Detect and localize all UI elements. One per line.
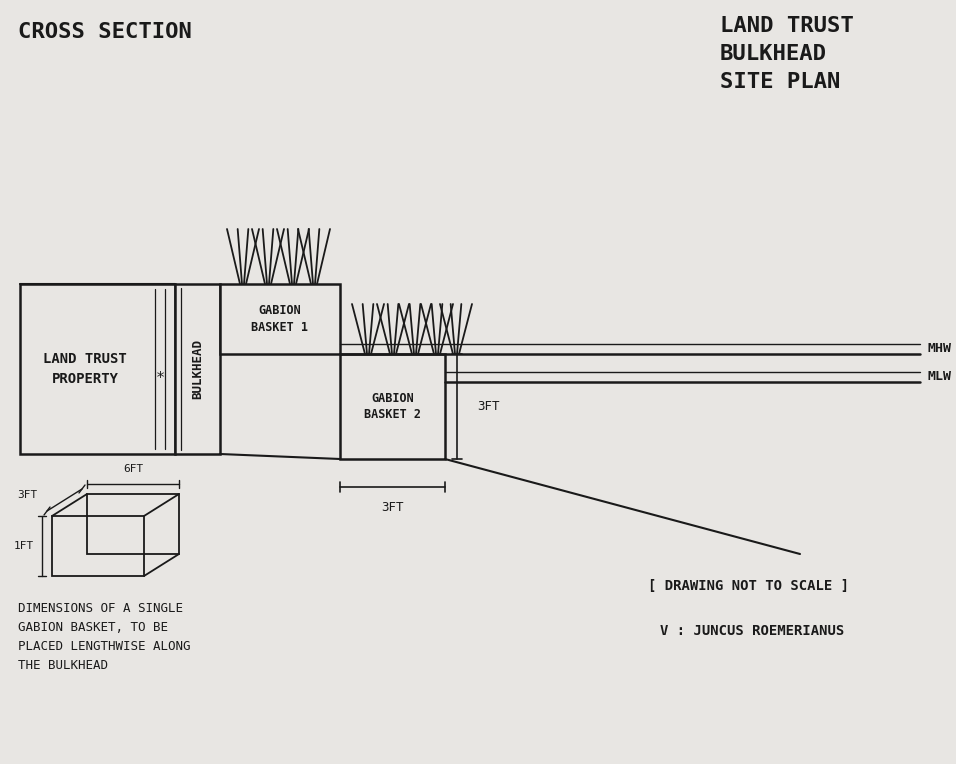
Text: LAND TRUST
BULKHEAD
SITE PLAN: LAND TRUST BULKHEAD SITE PLAN — [720, 16, 854, 92]
Text: GABION
BASKET 1: GABION BASKET 1 — [251, 304, 309, 334]
Text: GABION
BASKET 2: GABION BASKET 2 — [364, 391, 421, 422]
Text: MHW: MHW — [928, 342, 952, 355]
Text: DIMENSIONS OF A SINGLE
GABION BASKET, TO BE
PLACED LENGTHWISE ALONG
THE BULKHEAD: DIMENSIONS OF A SINGLE GABION BASKET, TO… — [18, 602, 190, 672]
Text: 3FT: 3FT — [17, 490, 37, 500]
Text: 6FT: 6FT — [123, 464, 143, 474]
Bar — [87, 494, 179, 554]
Text: *: * — [156, 371, 164, 387]
Text: LAND TRUST
PROPERTY: LAND TRUST PROPERTY — [43, 352, 127, 386]
Bar — [220, 284, 340, 354]
Text: CROSS SECTION: CROSS SECTION — [18, 22, 192, 42]
Text: [ DRAWING NOT TO SCALE ]: [ DRAWING NOT TO SCALE ] — [648, 579, 849, 593]
Bar — [340, 354, 445, 459]
Text: V : JUNCUS ROEMERIANUS: V : JUNCUS ROEMERIANUS — [660, 624, 844, 638]
Bar — [175, 284, 220, 454]
Text: 3FT: 3FT — [477, 400, 499, 413]
Text: BULKHEAD: BULKHEAD — [191, 339, 204, 399]
Bar — [52, 516, 144, 576]
Text: 1FT: 1FT — [13, 541, 34, 551]
Text: MLW: MLW — [928, 371, 952, 384]
Bar — [20, 284, 175, 454]
Text: 3FT: 3FT — [381, 501, 403, 514]
